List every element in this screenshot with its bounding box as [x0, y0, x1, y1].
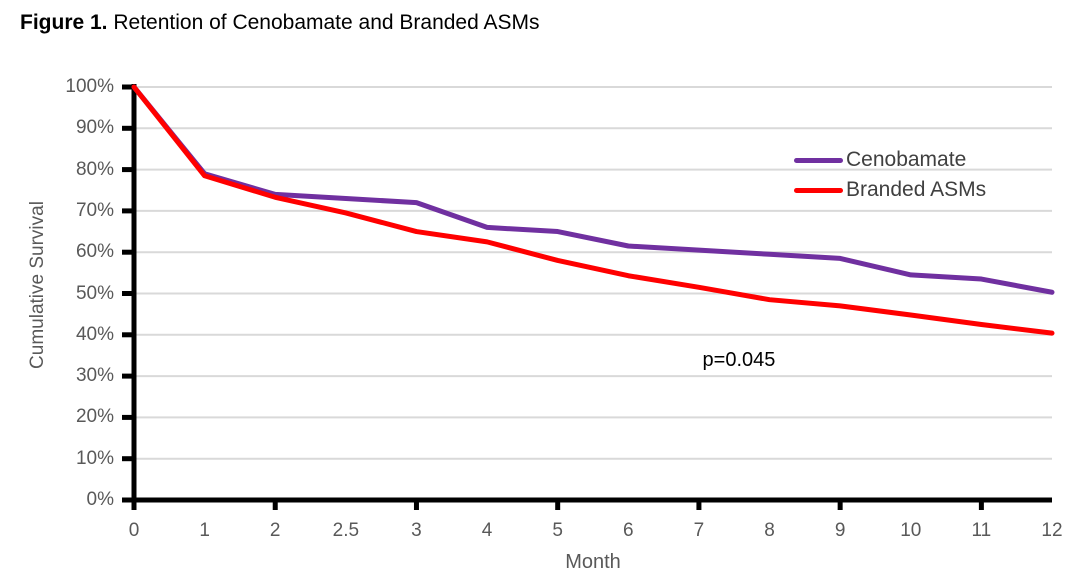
x-tick-label: 0: [128, 520, 140, 541]
legend-label: Branded ASMs: [846, 178, 987, 201]
y-tick-label: 100%: [65, 76, 114, 97]
y-tick-label: 30%: [75, 365, 114, 387]
y-tick-label: 70%: [75, 199, 114, 221]
x-tick-label: 11: [971, 520, 992, 541]
x-tick-label: 10: [900, 520, 922, 541]
x-axis-title: Month: [565, 551, 621, 573]
y-tick-label: 40%: [75, 323, 114, 345]
x-tick-label: 3: [411, 520, 422, 541]
legend-label: Cenobamate: [846, 148, 967, 171]
legend-line-swatch-cenobamate: [794, 157, 843, 163]
x-tick-label: 2: [269, 520, 281, 541]
x-tick-label: 6: [623, 520, 634, 541]
y-axis-title: Cumulative Survival: [27, 201, 48, 369]
x-tick-label: 5: [552, 520, 563, 541]
y-tick-label: 60%: [75, 241, 114, 263]
figure-title-text: Retention of Cenobamate and Branded ASMs: [107, 11, 540, 34]
x-tick-label: 9: [834, 520, 846, 541]
p-value-annotation: p=0.045: [702, 349, 776, 372]
legend-item-branded-asms: Branded ASMs: [794, 175, 986, 205]
y-tick-label: 0%: [86, 489, 114, 510]
series-line-branded-asms: [131, 84, 1055, 336]
legend-line-swatch-branded-asms: [794, 187, 843, 193]
x-tick-label: 4: [481, 520, 493, 541]
figure-title-prefix: Figure 1.: [20, 11, 108, 34]
y-tick-label: 80%: [75, 158, 114, 180]
y-tick-label: 20%: [75, 406, 114, 428]
x-tick-label: 2.5: [332, 520, 360, 541]
legend: Cenobamate Branded ASMs: [794, 145, 986, 205]
x-tick-label: 1: [199, 520, 210, 541]
y-tick-label: 90%: [75, 117, 114, 139]
figure-title: Figure 1. Retention of Cenobamate and Br…: [20, 11, 539, 35]
y-tick-label: 50%: [75, 282, 114, 304]
legend-item-cenobamate: Cenobamate: [794, 145, 986, 175]
series-line-cenobamate: [131, 84, 1055, 295]
y-tick-label: 10%: [75, 447, 114, 469]
x-tick-label: 12: [1041, 520, 1063, 541]
x-tick-label: 7: [693, 520, 705, 541]
x-tick-label: 8: [764, 520, 775, 541]
